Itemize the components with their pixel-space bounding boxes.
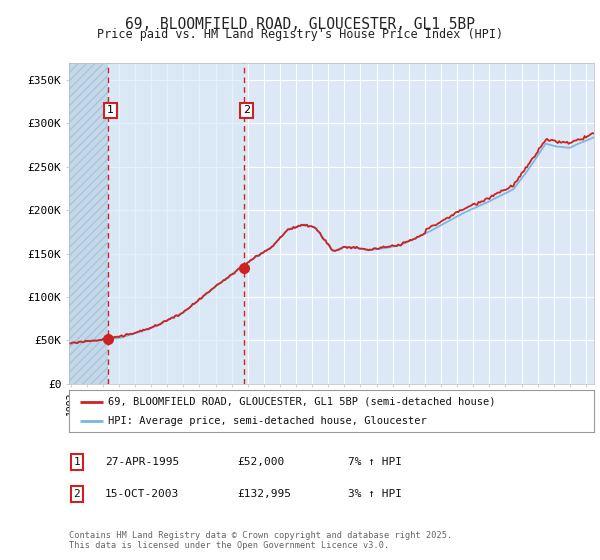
Text: £52,000: £52,000: [237, 457, 284, 467]
Bar: [62, 63, 108, 384]
Text: 27-APR-1995: 27-APR-1995: [105, 457, 179, 467]
Text: Price paid vs. HM Land Registry's House Price Index (HPI): Price paid vs. HM Land Registry's House …: [97, 28, 503, 41]
Text: 69, BLOOMFIELD ROAD, GLOUCESTER, GL1 5BP (semi-detached house): 69, BLOOMFIELD ROAD, GLOUCESTER, GL1 5BP…: [109, 396, 496, 407]
Text: 7% ↑ HPI: 7% ↑ HPI: [348, 457, 402, 467]
Text: 69, BLOOMFIELD ROAD, GLOUCESTER, GL1 5BP: 69, BLOOMFIELD ROAD, GLOUCESTER, GL1 5BP: [125, 17, 475, 32]
Text: HPI: Average price, semi-detached house, Gloucester: HPI: Average price, semi-detached house,…: [109, 416, 427, 426]
Text: 2: 2: [73, 489, 80, 499]
Text: Contains HM Land Registry data © Crown copyright and database right 2025.
This d: Contains HM Land Registry data © Crown c…: [69, 530, 452, 550]
Text: 3% ↑ HPI: 3% ↑ HPI: [348, 489, 402, 499]
Text: 1: 1: [73, 457, 80, 467]
Text: 2: 2: [243, 105, 250, 115]
Bar: [108, 63, 244, 384]
Text: £132,995: £132,995: [237, 489, 291, 499]
Text: 1: 1: [107, 105, 114, 115]
Text: 15-OCT-2003: 15-OCT-2003: [105, 489, 179, 499]
